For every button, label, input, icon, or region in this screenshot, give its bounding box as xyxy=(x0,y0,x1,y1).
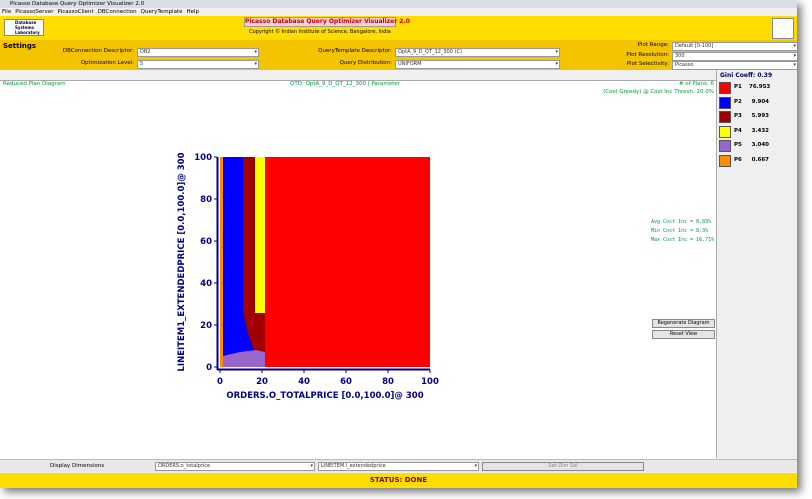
copyright: Copyright © Indian Institute of Science,… xyxy=(249,29,391,35)
region-p1-bottom xyxy=(265,360,430,367)
y-axis-label: LINEITEM1_EXTENDEDPRICE [0.0,100.0]@ 300 xyxy=(177,152,187,371)
threshold: (Cost Greedy) @ Cost Inc Thresh: 20.0% xyxy=(603,89,714,95)
setting-label: QueryTemplate Descriptor: xyxy=(318,48,392,54)
cost-stat: Avg Cost Inc = 8.03% xyxy=(651,219,712,225)
plan-diagram: Reduced Plan Diagram QTD: OptA_9_D_QT_12… xyxy=(3,81,715,401)
legend-swatch xyxy=(719,82,731,94)
settings-panel: Settings DBConnection Descriptor:DB2Opti… xyxy=(0,40,797,70)
menu-item[interactable]: File xyxy=(2,9,12,15)
setting-label: DBConnection Descriptor: xyxy=(62,48,134,54)
region-p4 xyxy=(255,157,265,313)
legend-value: 9.904 xyxy=(751,98,769,105)
y-tick-label: 100 xyxy=(194,153,212,163)
app-window: Picasso Database Query Optimizer Visuali… xyxy=(0,0,797,488)
setting-select[interactable]: 5 xyxy=(137,60,259,69)
menu-item[interactable]: Help xyxy=(186,9,200,15)
menu-item[interactable]: DBConnection xyxy=(97,9,137,15)
setting-label: Query Distribution: xyxy=(339,60,392,66)
menu-item[interactable]: QueryTemplate xyxy=(140,9,183,15)
menu-item[interactable]: PicassoServer xyxy=(15,9,54,15)
setting-label: Optimization Level: xyxy=(80,60,134,66)
qtd-label: QTD: OptA_9_D_QT_12_300 | Parameter xyxy=(290,81,401,87)
bottom-bar: Display Dimensions ORDERS.o_totalprice L… xyxy=(0,459,797,472)
legend-panel: Gini Coeff: 0.39 P1 76.953 P2 9.904 P3 5.993 P… xyxy=(716,70,797,458)
plan-regions xyxy=(220,157,430,367)
window-title: Picasso Database Query Optimizer Visuali… xyxy=(10,1,145,7)
legend-value: 3.432 xyxy=(751,127,769,134)
setting-label: Plot Range: xyxy=(637,42,669,48)
diagram-button[interactable]: Reset View xyxy=(652,330,715,339)
diagram-name: Reduced Plan Diagram xyxy=(3,81,66,87)
plan-count: # of Plans: 6 xyxy=(679,81,715,87)
y-tick-label: 60 xyxy=(200,237,212,247)
x-axis-label: ORDERS.O_TOTALPRICE [0.0,100.0]@ 300 xyxy=(226,391,423,401)
setting-label: Plot Resolution: xyxy=(626,52,669,58)
legend-swatch xyxy=(719,96,731,109)
menu-item[interactable]: PicassoClient xyxy=(57,9,94,15)
cost-stat: Min Cost Inc = 8.3% xyxy=(651,228,709,234)
legend-name: P1 xyxy=(734,84,742,90)
setting-select[interactable]: OptA_9_D_QT_12_300 (C) xyxy=(395,48,560,57)
settings-title: Settings xyxy=(3,42,37,50)
legend-swatch xyxy=(719,125,731,138)
region-p2 xyxy=(223,157,256,356)
legend-swatch xyxy=(719,140,731,152)
x-tick-label: 60 xyxy=(340,377,352,387)
legend-value: 5.993 xyxy=(751,113,769,119)
legend-name: P3 xyxy=(734,113,742,119)
dim-select[interactable]: ORDERS.o_totalprice xyxy=(155,462,315,471)
setting-select[interactable]: Default [0-100] xyxy=(672,42,797,51)
region-p6 xyxy=(220,157,223,367)
legend-value: 3.040 xyxy=(751,142,769,148)
setting-label: Plot Selectivity: xyxy=(626,61,669,67)
set-dim-button[interactable]: Set Dim Sel xyxy=(482,462,644,471)
legend-value: 0.667 xyxy=(751,156,769,163)
header: Database Systems Laboratory Picasso Data… xyxy=(0,16,797,40)
y-tick-label: 40 xyxy=(200,279,212,289)
iisc-logo xyxy=(772,18,794,39)
x-tick-label: 40 xyxy=(298,377,310,387)
legend-name: P2 xyxy=(734,98,742,105)
setting-select[interactable]: Picasso xyxy=(672,61,797,70)
cost-stat: Max Cost Inc = 16.71% xyxy=(651,237,715,243)
dim-select[interactable]: LINEITEM.l_extendedprice xyxy=(318,462,479,471)
x-tick-label: 100 xyxy=(421,377,439,387)
logo: Database Systems Laboratory xyxy=(4,19,44,36)
status: STATUS: DONE xyxy=(369,476,428,484)
x-tick-label: 0 xyxy=(217,377,223,387)
setting-select[interactable]: DB2 xyxy=(137,48,259,57)
menu-bar: File PicassoServer PicassoClient DBConnecti… xyxy=(0,8,797,16)
x-tick-label: 20 xyxy=(256,377,268,387)
legend-swatch xyxy=(719,111,731,123)
legend-name: P5 xyxy=(734,142,742,148)
title-bar: Picasso Database Query Optimizer Visuali… xyxy=(0,0,797,8)
gini: Gini Coeff: 0.39 xyxy=(720,72,773,79)
y-tick-label: 0 xyxy=(206,363,212,373)
y-tick-label: 80 xyxy=(200,195,212,205)
x-tick-label: 80 xyxy=(382,377,394,387)
legend-name: P6 xyxy=(734,156,742,163)
dims-label: Display Dimensions xyxy=(50,463,105,469)
legend-name: P4 xyxy=(734,127,742,134)
legend-swatch xyxy=(719,154,731,167)
setting-select[interactable]: UNIFORM xyxy=(395,60,560,69)
y-tick-label: 20 xyxy=(200,321,212,331)
cost-stats: Avg Cost Inc = 8.03% Min Cost Inc = 8.3% M… xyxy=(651,218,714,245)
status-bar: STATUS: DONE xyxy=(0,473,797,488)
diagram-button[interactable]: Regenerate Diagram xyxy=(652,319,715,328)
legend-value: 76.953 xyxy=(749,84,771,90)
header-title: Picasso Database Query Optimizer Visuali… xyxy=(244,17,410,27)
